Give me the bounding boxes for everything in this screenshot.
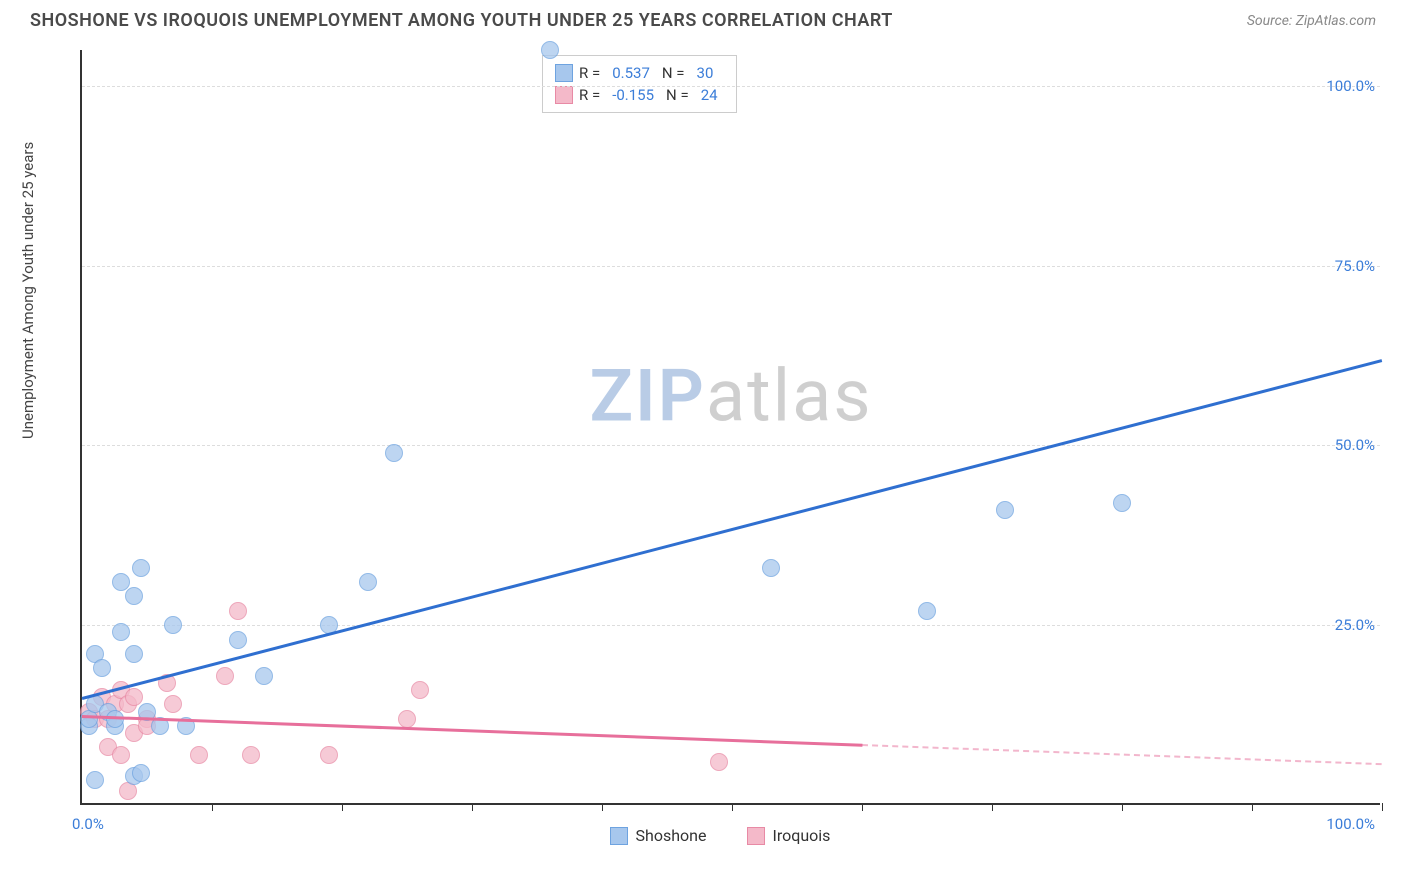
y-tick-label: 50.0%: [1335, 436, 1375, 454]
data-point-iroquois: [710, 753, 728, 771]
data-point-iroquois: [190, 746, 208, 764]
data-point-iroquois: [411, 681, 429, 699]
data-point-iroquois: [125, 688, 143, 706]
data-point-shoshone: [385, 444, 403, 462]
data-point-iroquois: [164, 695, 182, 713]
data-point-iroquois: [398, 710, 416, 728]
data-point-shoshone: [93, 659, 111, 677]
trend-line: [82, 715, 862, 746]
data-point-shoshone: [164, 616, 182, 634]
data-point-iroquois: [242, 746, 260, 764]
x-tick: [862, 803, 863, 811]
y-tick-label: 100.0%: [1326, 77, 1375, 95]
trend-line: [82, 359, 1383, 699]
legend-label-iroquois: Iroquois: [773, 826, 831, 845]
legend-item-shoshone: Shoshone: [610, 826, 707, 845]
watermark-b: atlas: [706, 354, 873, 439]
legend-swatch-iroquois-icon: [747, 827, 765, 845]
data-point-shoshone: [762, 559, 780, 577]
chart-title: SHOSHONE VS IROQUOIS UNEMPLOYMENT AMONG …: [30, 10, 893, 31]
data-point-iroquois: [216, 667, 234, 685]
y-tick-label: 75.0%: [1335, 257, 1375, 275]
data-point-shoshone: [359, 573, 377, 591]
data-point-shoshone: [996, 501, 1014, 519]
r-label: R =: [579, 64, 600, 82]
header: SHOSHONE VS IROQUOIS UNEMPLOYMENT AMONG …: [0, 0, 1406, 41]
chart-container: ZIPatlas R = 0.537 N = 30 R = -0.155 N =…: [60, 50, 1380, 845]
x-tick: [212, 803, 213, 811]
legend-swatch-shoshone: [555, 64, 573, 82]
y-axis-title: Unemployment Among Youth under 25 years: [19, 142, 37, 439]
source-attribution: Source: ZipAtlas.com: [1247, 13, 1376, 29]
x-tick: [1382, 803, 1383, 811]
data-point-shoshone: [125, 645, 143, 663]
legend-item-iroquois: Iroquois: [747, 826, 831, 845]
data-point-iroquois: [112, 746, 130, 764]
watermark: ZIPatlas: [589, 354, 872, 439]
plot-area: ZIPatlas R = 0.537 N = 30 R = -0.155 N =…: [80, 50, 1380, 805]
legend-row-shoshone: R = 0.537 N = 30: [555, 62, 724, 84]
legend-swatch-iroquois: [555, 86, 573, 104]
series-legend: Shoshone Iroquois: [60, 826, 1380, 845]
watermark-a: ZIP: [589, 354, 705, 439]
source-name: ZipAtlas.com: [1296, 13, 1376, 29]
x-tick: [342, 803, 343, 811]
stats-legend: R = 0.537 N = 30 R = -0.155 N = 24: [542, 55, 737, 113]
trend-line-dashed: [862, 744, 1382, 765]
grid-line: [82, 86, 1380, 87]
n-label: N =: [662, 64, 685, 82]
data-point-shoshone: [112, 623, 130, 641]
n-label: N =: [666, 86, 689, 104]
grid-line: [82, 625, 1380, 626]
r-value-iroquois: -0.155: [612, 86, 654, 104]
data-point-iroquois: [320, 746, 338, 764]
data-point-iroquois: [229, 602, 247, 620]
data-point-shoshone: [132, 764, 150, 782]
n-value-iroquois: 24: [701, 86, 718, 104]
x-tick: [992, 803, 993, 811]
data-point-shoshone: [229, 631, 247, 649]
data-point-shoshone: [112, 573, 130, 591]
r-label: R =: [579, 86, 600, 104]
legend-row-iroquois: R = -0.155 N = 24: [555, 84, 724, 106]
data-point-shoshone: [132, 559, 150, 577]
x-tick: [732, 803, 733, 811]
x-tick: [1252, 803, 1253, 811]
data-point-shoshone: [918, 602, 936, 620]
x-tick: [602, 803, 603, 811]
grid-line: [82, 445, 1380, 446]
y-tick-label: 25.0%: [1335, 616, 1375, 634]
legend-label-shoshone: Shoshone: [636, 826, 707, 845]
source-prefix: Source:: [1247, 13, 1296, 29]
data-point-shoshone: [541, 41, 559, 59]
legend-swatch-shoshone-icon: [610, 827, 628, 845]
r-value-shoshone: 0.537: [612, 64, 650, 82]
data-point-shoshone: [86, 771, 104, 789]
data-point-shoshone: [1113, 494, 1131, 512]
data-point-shoshone: [255, 667, 273, 685]
x-tick: [472, 803, 473, 811]
data-point-shoshone: [125, 587, 143, 605]
grid-line: [82, 266, 1380, 267]
x-tick: [1122, 803, 1123, 811]
n-value-shoshone: 30: [697, 64, 714, 82]
